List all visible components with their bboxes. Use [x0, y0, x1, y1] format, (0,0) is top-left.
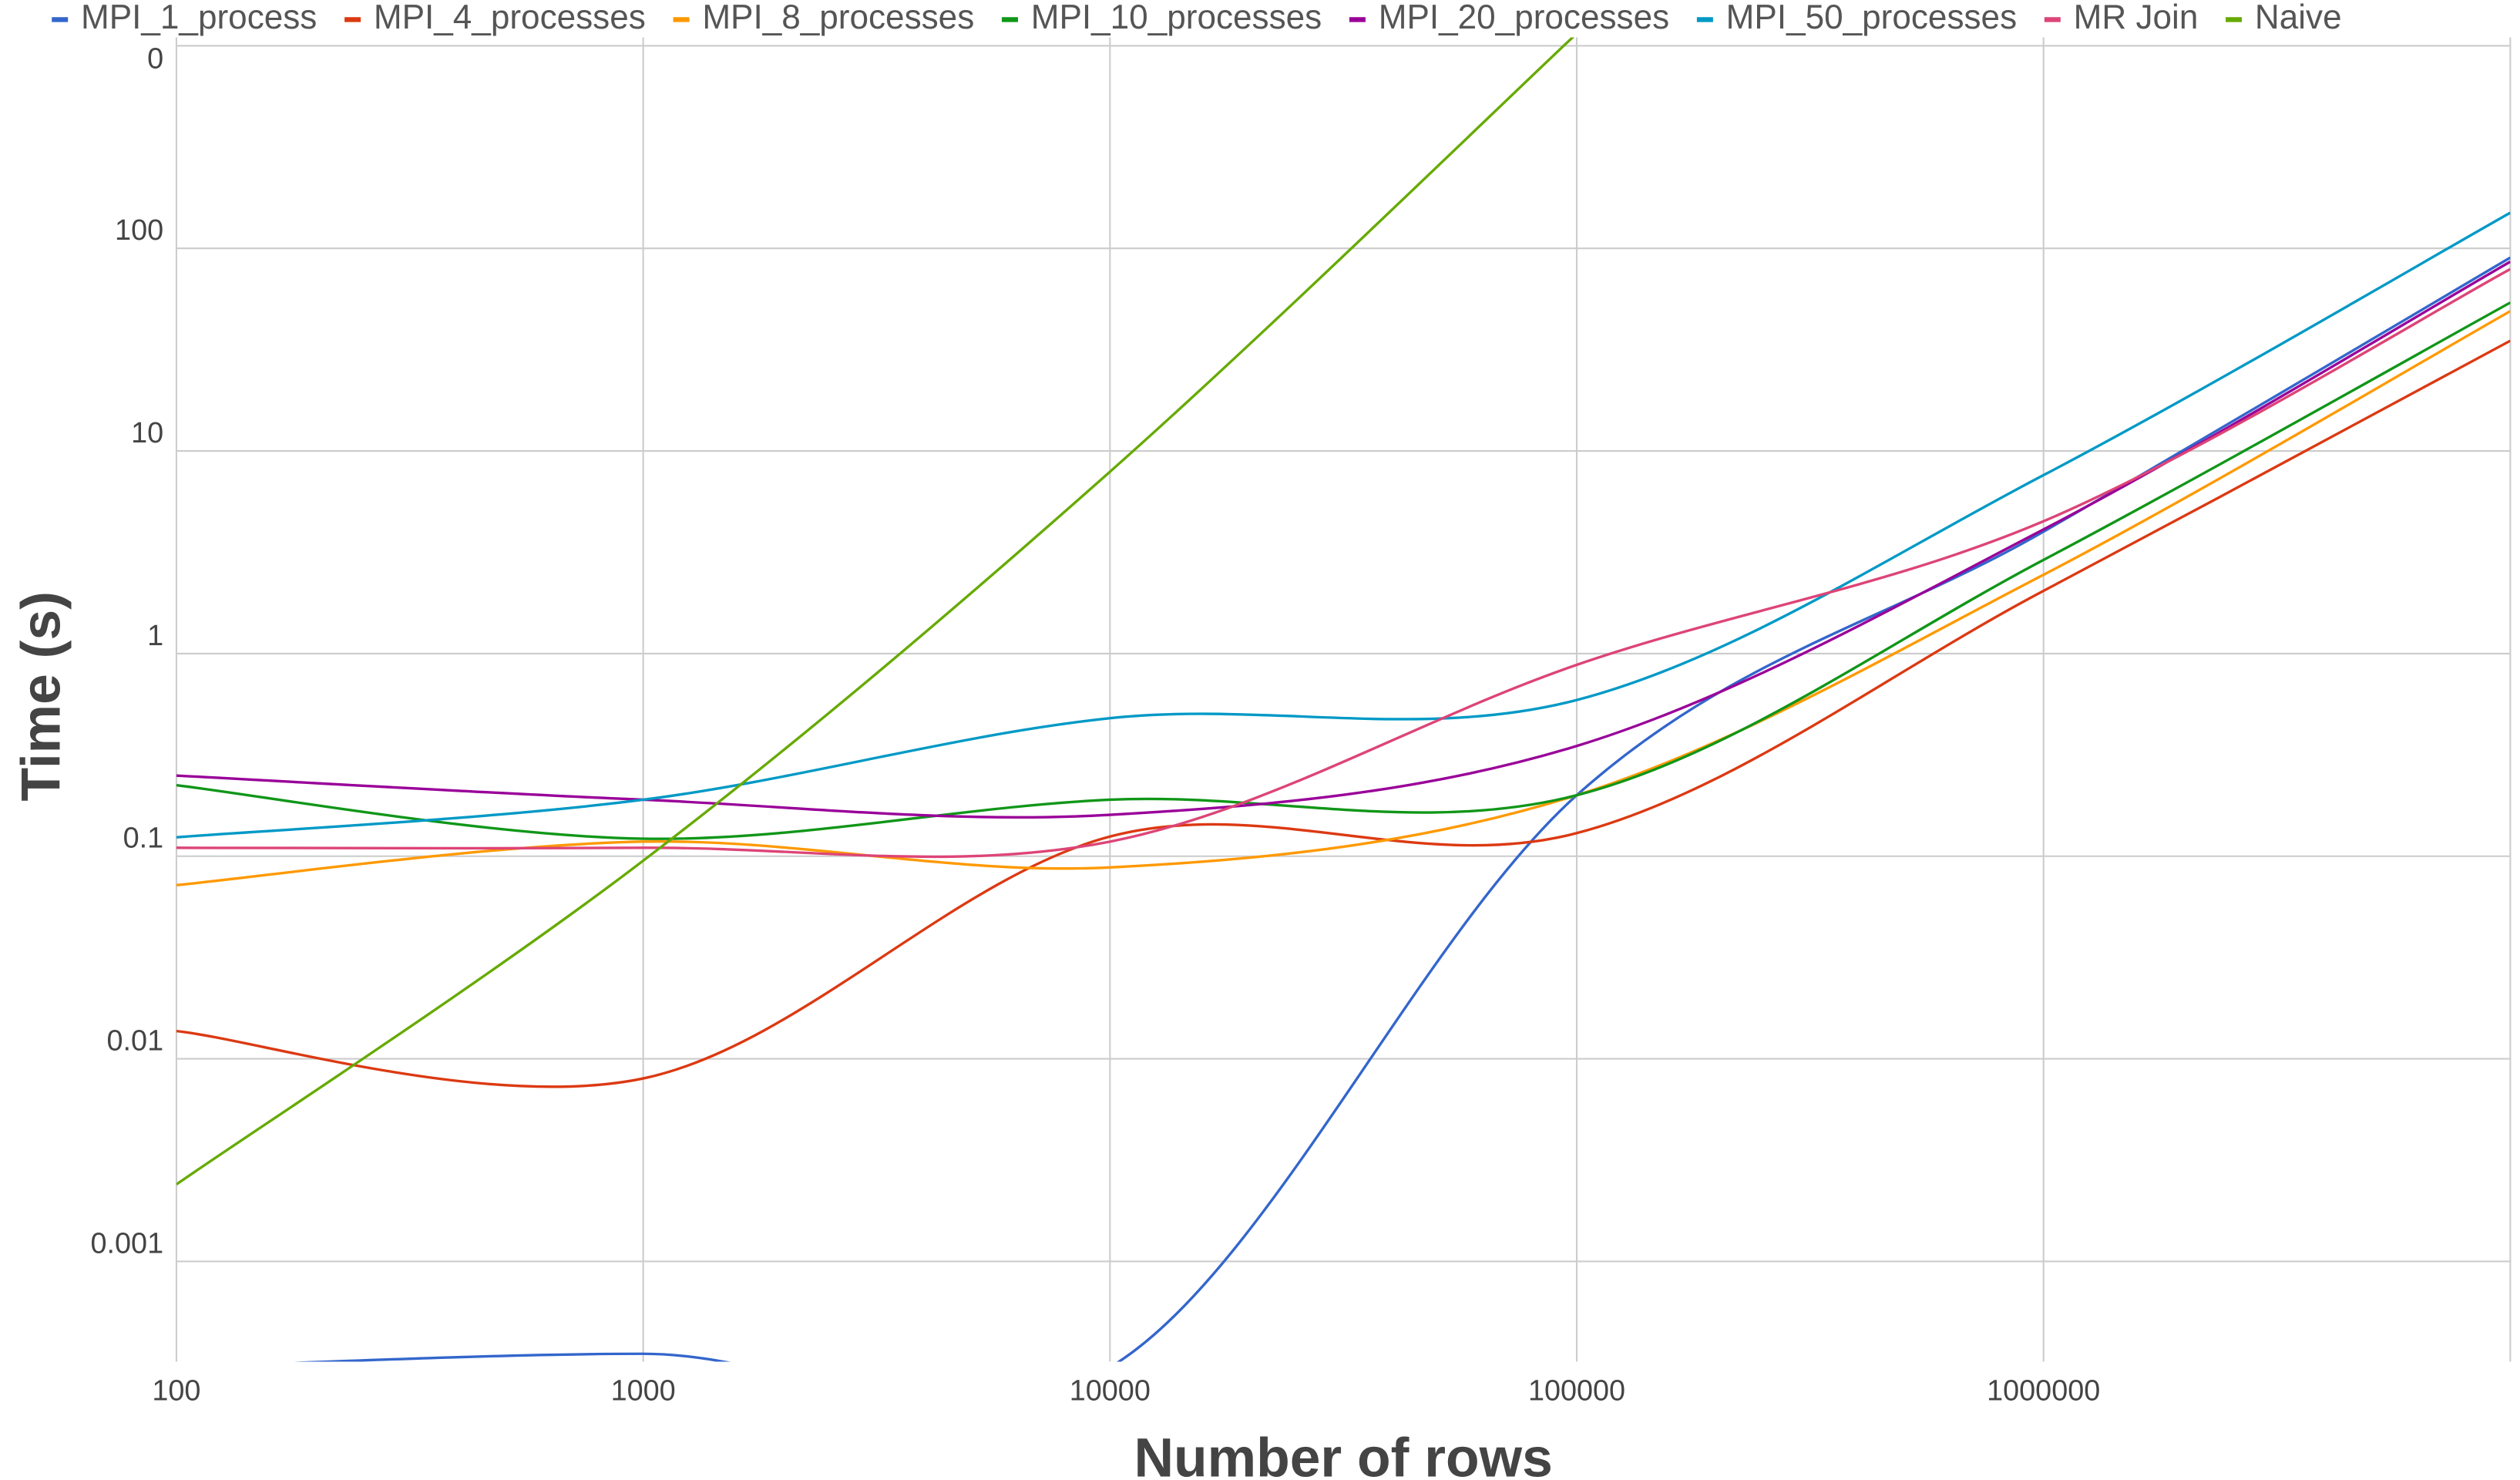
y-tick-label: 0.001: [91, 1227, 164, 1260]
legend-label: MPI_10_processes: [1031, 0, 1322, 36]
x-tick-label: 1000000: [1987, 1374, 2100, 1407]
series-line: [176, 260, 2511, 819]
series-line: [176, 267, 2511, 859]
legend-label: MPI_8_processes: [702, 0, 974, 36]
legend-label: MPI_1_process: [81, 0, 317, 36]
x-tick-label: 10000: [1070, 1374, 1151, 1407]
legend-label: Naive: [2255, 0, 2342, 36]
x-tick-label: 100: [152, 1374, 200, 1407]
series-line: [176, 211, 2511, 839]
y-tick-label: 100: [115, 214, 163, 247]
series-line: [176, 37, 1575, 1186]
y-tick-label: 0.1: [123, 822, 164, 855]
series-line: [176, 301, 2511, 840]
y-tick-label: 0: [147, 42, 163, 75]
y-tick-label: 1: [147, 620, 163, 652]
legend-label: MR Join: [2074, 0, 2199, 36]
x-axis-title: Number of rows: [1134, 1428, 1552, 1480]
legend-label: MPI_20_processes: [1379, 0, 1669, 36]
x-tick-label: 1000: [611, 1374, 676, 1407]
legend-label: MPI_50_processes: [1726, 0, 2017, 36]
y-axis-title: Time (s): [11, 591, 72, 801]
series-line: [176, 310, 2511, 886]
legend-label: MPI_4_processes: [374, 0, 646, 36]
y-tick-label: 10: [131, 417, 163, 449]
series-line: [176, 339, 2511, 1088]
y-tick-label: 0.01: [107, 1025, 164, 1058]
x-tick-label: 100000: [1528, 1374, 1625, 1407]
